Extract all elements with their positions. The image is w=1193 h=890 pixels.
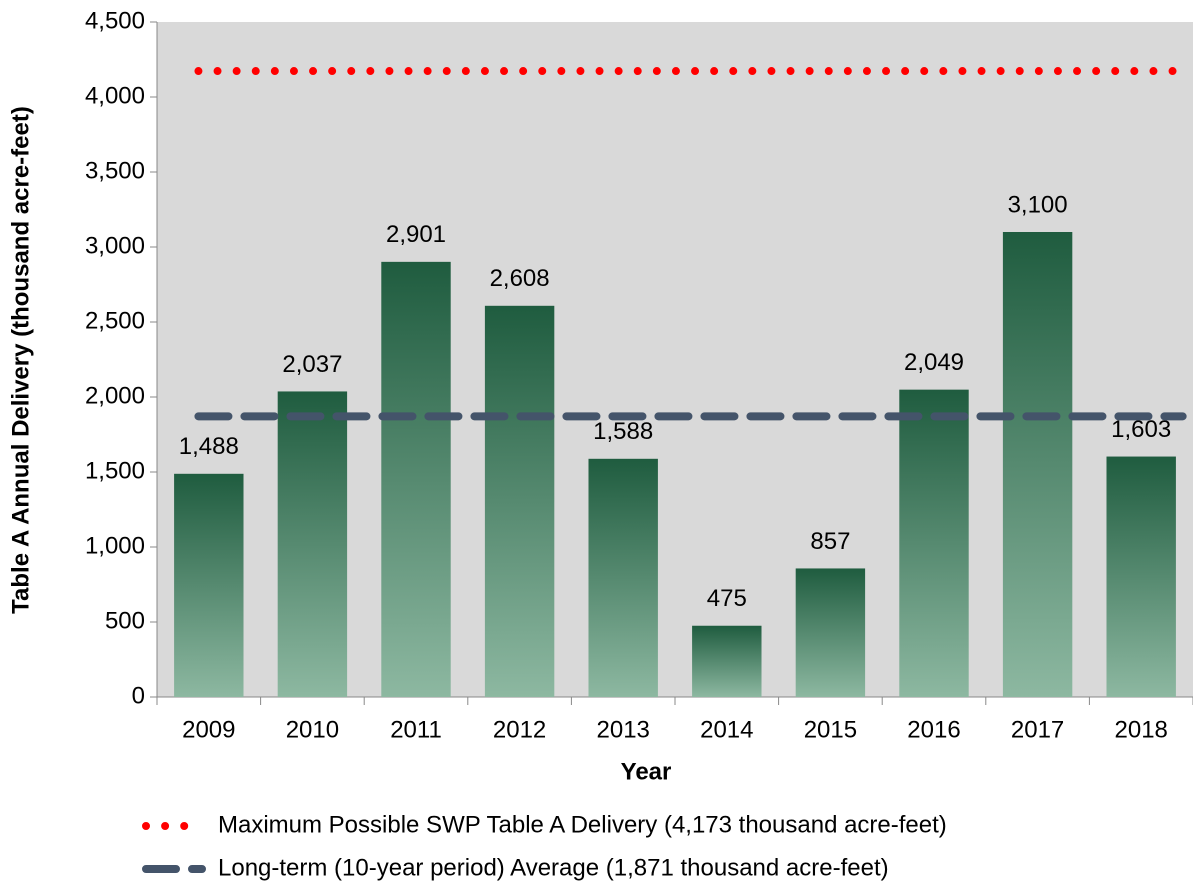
data-label: 1,603 — [1111, 416, 1171, 443]
x-tick-label: 2009 — [182, 716, 235, 743]
x-tick-label: 2012 — [493, 716, 546, 743]
y-tick-label: 4,000 — [85, 82, 145, 109]
x-tick-label: 2016 — [907, 716, 960, 743]
y-tick-label: 0 — [132, 682, 145, 709]
bar — [381, 261, 451, 697]
x-tick-label: 2017 — [1011, 716, 1064, 743]
bar — [588, 458, 658, 697]
data-label: 1,488 — [179, 433, 239, 460]
bar — [484, 305, 555, 697]
y-tick-label: 500 — [105, 607, 145, 634]
data-label: 857 — [810, 528, 850, 555]
x-tick-label: 2018 — [1115, 716, 1168, 743]
x-tick-label: 2015 — [804, 716, 857, 743]
x-axis-title: Year — [621, 758, 672, 785]
y-tick-label: 1,500 — [85, 457, 145, 484]
bar — [899, 389, 969, 697]
bar — [174, 473, 244, 697]
x-tick-label: 2013 — [597, 716, 650, 743]
data-label: 3,100 — [1008, 191, 1068, 218]
y-tick-label: 1,000 — [85, 532, 145, 559]
y-tick-label: 2,000 — [85, 382, 145, 409]
x-tick-label: 2014 — [700, 716, 753, 743]
bar — [1106, 456, 1176, 697]
data-label: 475 — [707, 585, 747, 612]
x-tick-label: 2011 — [390, 716, 442, 743]
bar — [277, 391, 348, 697]
bar — [692, 625, 762, 697]
bar — [1002, 232, 1073, 697]
data-label: 1,588 — [593, 418, 653, 445]
legend-label: Maximum Possible SWP Table A Delivery (4… — [218, 811, 947, 838]
x-tick-label: 2010 — [286, 716, 339, 743]
data-label: 2,037 — [282, 351, 342, 378]
y-tick-label: 2,500 — [85, 307, 145, 334]
data-label: 2,608 — [490, 265, 550, 292]
y-axis-title: Table A Annual Delivery (thousand acre-f… — [7, 106, 34, 614]
bar — [795, 568, 866, 697]
legend-label: Long-term (10-year period) Average (1,87… — [218, 854, 889, 881]
data-label: 2,901 — [386, 221, 446, 248]
data-label: 2,049 — [904, 349, 964, 376]
y-tick-label: 3,500 — [85, 157, 145, 184]
y-tick-label: 3,000 — [85, 232, 145, 259]
y-tick-label: 4,500 — [85, 7, 145, 34]
